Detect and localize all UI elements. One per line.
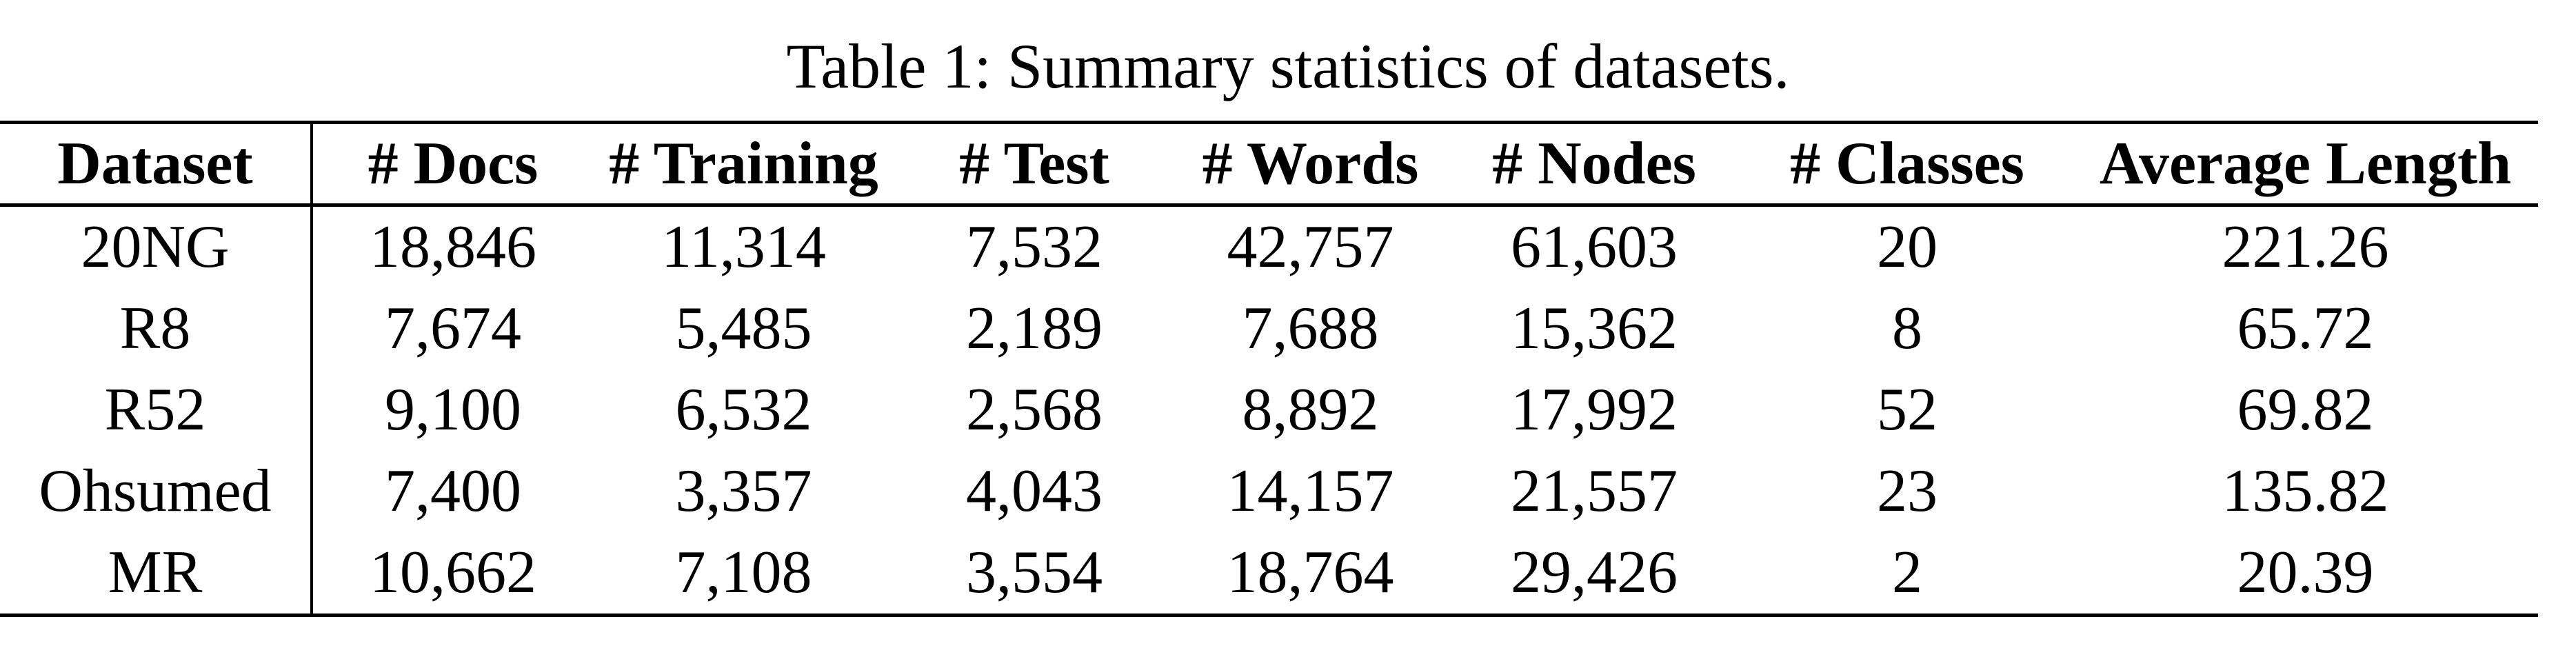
table-row-r52: R52 9,100 6,532 2,568 8,892 17,992 52 69… (0, 369, 2538, 451)
col-header-dataset: Dataset (0, 122, 313, 207)
cell-training: 5,485 (675, 295, 812, 362)
cell-docs: 9,100 (385, 376, 521, 443)
cell-nodes: 15,362 (1511, 295, 1678, 362)
cell-docs: 18,846 (370, 214, 536, 281)
col-header-docs: # Docs (312, 122, 593, 207)
cell-words: 18,764 (1227, 539, 1394, 606)
cell-training: 3,357 (675, 458, 812, 525)
header-row: Dataset # Docs # Training # Test # Words… (0, 122, 2538, 207)
cell-docs: 10,662 (370, 539, 536, 606)
cell-classes: 20 (1877, 214, 1938, 281)
cell-dataset: MR (0, 532, 313, 616)
cell-words: 14,157 (1227, 458, 1394, 525)
cell-nodes: 61,603 (1511, 214, 1678, 281)
cell-average-length: 20.39 (2237, 539, 2374, 606)
cell-classes: 2 (1892, 539, 1922, 606)
cell-test: 3,554 (966, 539, 1103, 606)
cell-nodes: 21,557 (1511, 458, 1678, 525)
cell-training: 6,532 (675, 376, 812, 443)
cell-test: 2,568 (966, 376, 1103, 443)
cell-nodes: 29,426 (1511, 539, 1678, 606)
cell-training: 11,314 (661, 214, 826, 281)
cell-test: 7,532 (966, 214, 1103, 281)
cell-nodes: 17,992 (1511, 376, 1678, 443)
table-row-ohsumed: Ohsumed 7,400 3,357 4,043 14,157 21,557 … (0, 451, 2538, 532)
cell-classes: 8 (1892, 295, 1922, 362)
summary-statistics-table: Dataset # Docs # Training # Test # Words… (0, 121, 2538, 617)
cell-average-length: 221.26 (2222, 214, 2389, 281)
col-header-words: # Words (1174, 122, 1447, 207)
cell-dataset: R8 (0, 288, 313, 369)
cell-classes: 23 (1877, 458, 1938, 525)
col-header-training: # Training (593, 122, 894, 207)
table-row-mr: MR 10,662 7,108 3,554 18,764 29,426 2 20… (0, 532, 2538, 616)
cell-words: 42,757 (1227, 214, 1394, 281)
cell-docs: 7,400 (385, 458, 521, 525)
table-row-r8: R8 7,674 5,485 2,189 7,688 15,362 8 65.7… (0, 288, 2538, 369)
cell-test: 4,043 (966, 458, 1103, 525)
cell-average-length: 69.82 (2237, 376, 2374, 443)
col-header-average-length: Average Length (2073, 122, 2538, 207)
cell-words: 8,892 (1242, 376, 1379, 443)
cell-docs: 7,674 (385, 295, 521, 362)
cell-dataset: R52 (0, 369, 313, 451)
cell-dataset: 20NG (0, 205, 313, 288)
table-caption: Table 1: Summary statistics of datasets. (786, 31, 1790, 101)
col-header-classes: # Classes (1742, 122, 2073, 207)
cell-average-length: 65.72 (2237, 295, 2374, 362)
cell-dataset: Ohsumed (0, 451, 313, 532)
cell-average-length: 135.82 (2222, 458, 2389, 525)
col-header-nodes: # Nodes (1447, 122, 1742, 207)
table-container: Dataset # Docs # Training # Test # Words… (0, 121, 2538, 617)
cell-training: 7,108 (675, 539, 812, 606)
col-header-test: # Test (894, 122, 1174, 207)
cell-words: 7,688 (1242, 295, 1379, 362)
cell-test: 2,189 (966, 295, 1103, 362)
cell-classes: 52 (1877, 376, 1938, 443)
table-row-20ng: 20NG 18,846 11,314 7,532 42,757 61,603 2… (0, 205, 2538, 288)
